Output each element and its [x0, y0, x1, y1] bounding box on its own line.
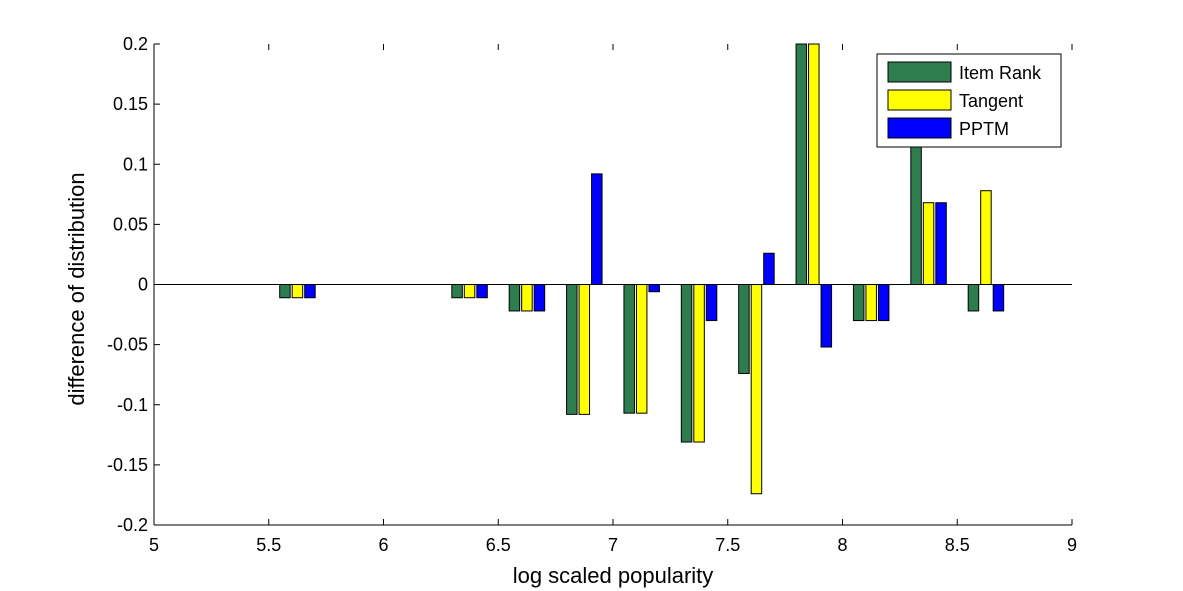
bar-tangent: [521, 284, 533, 312]
legend-swatch-item-rank: [887, 61, 952, 83]
bar-tangent: [578, 284, 591, 415]
bar-pptm: [533, 284, 546, 312]
y-tick-label: 0.2: [123, 34, 148, 54]
bar-item-rank: [279, 284, 291, 299]
legend-swatch-pptm: [887, 117, 952, 139]
bar-tangent: [980, 190, 992, 285]
x-tick-label: 8: [837, 535, 847, 555]
x-tick-label: 8.5: [945, 535, 970, 555]
bar-pptm: [763, 252, 775, 285]
bar-tangent: [808, 43, 820, 285]
x-tick-label: 5: [149, 535, 159, 555]
bar-item-rank: [795, 43, 808, 285]
bar-pptm: [705, 284, 718, 322]
bar-pptm: [877, 284, 890, 322]
bar-tangent: [291, 284, 304, 299]
x-tick-label: 5.5: [256, 535, 281, 555]
x-tick-label: 7.5: [715, 535, 740, 555]
bar-item-rank: [508, 284, 521, 312]
x-tick-label: 6: [378, 535, 388, 555]
bar-item-rank: [910, 139, 922, 285]
bar-item-rank: [967, 284, 980, 312]
legend-label: Tangent: [959, 91, 1023, 111]
x-tick-label: 9: [1067, 535, 1077, 555]
y-axis-label: difference of distribution: [64, 172, 89, 405]
bar-item-rank: [738, 284, 750, 374]
y-tick-label: -0.15: [107, 455, 148, 475]
y-tick-label: 0.05: [113, 214, 148, 234]
y-tick-label: -0.05: [107, 335, 148, 355]
x-axis-label: log scaled popularity: [513, 563, 714, 588]
y-tick-label: -0.2: [117, 515, 148, 535]
bar-pptm: [591, 173, 603, 285]
legend: Item Rank Tangent PPTM: [876, 53, 1062, 148]
y-tick-label: 0: [138, 275, 148, 295]
bar-item-rank: [623, 284, 635, 414]
bar-tangent: [865, 284, 877, 322]
bar-pptm: [820, 284, 833, 348]
y-ticks-group: -0.2 -0.15 -0.1 -0.05 0 0.05 0.1 0.15 0.2: [107, 34, 160, 535]
bar-pptm: [935, 202, 947, 285]
y-tick-label: 0.15: [113, 94, 148, 114]
legend-swatch-tangent: [887, 89, 952, 111]
bar-item-rank: [451, 284, 463, 299]
bar-item-rank: [566, 284, 578, 415]
legend-label: PPTM: [959, 119, 1009, 139]
x-ticks-group: 5 5.5 6 6.5 7 7.5 8 8.5 9: [149, 44, 1077, 555]
x-tick-label: 7: [608, 535, 618, 555]
bar-tangent: [635, 284, 648, 414]
bar-item-rank: [852, 284, 865, 322]
bar-pptm: [476, 284, 488, 299]
bar-pptm: [648, 284, 660, 293]
bar-pptm: [992, 284, 1005, 312]
x-tick-label: 6.5: [486, 535, 511, 555]
bar-tangent: [750, 284, 763, 495]
legend-label: Item Rank: [959, 63, 1042, 83]
bar-tangent: [463, 284, 476, 299]
bar-item-rank: [680, 284, 693, 443]
bar-pptm: [304, 284, 316, 299]
y-tick-label: 0.1: [123, 154, 148, 174]
bar-tangent: [693, 284, 705, 443]
bar-tangent: [922, 202, 935, 285]
y-tick-label: -0.1: [117, 395, 148, 415]
